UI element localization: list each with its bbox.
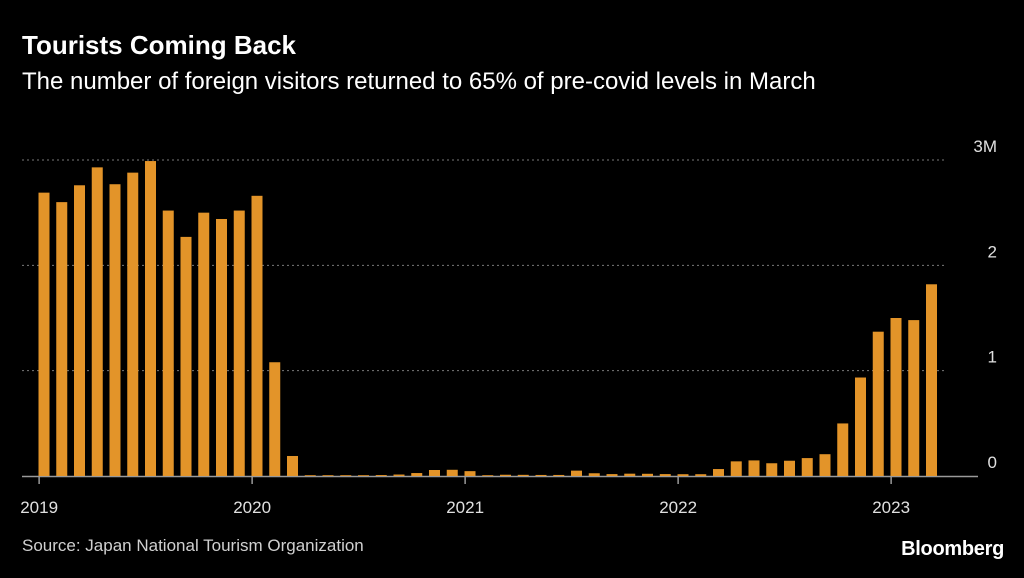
- chart-subtitle: The number of foreign visitors returned …: [22, 68, 816, 95]
- bar: [553, 474, 565, 476]
- bloomberg-logo: Bloomberg: [901, 538, 1004, 560]
- bar: [198, 212, 210, 477]
- y-tick-label: 0: [988, 453, 997, 472]
- bar: [411, 473, 423, 476]
- bar: [216, 218, 227, 477]
- bar: [429, 470, 440, 476]
- bar: [571, 470, 582, 476]
- bar: [659, 474, 671, 476]
- bar: [872, 331, 884, 476]
- y-tick-label: 3M: [973, 137, 997, 156]
- bar: [588, 473, 600, 476]
- bar: [677, 474, 689, 476]
- bar: [837, 423, 849, 476]
- bar: [642, 473, 653, 476]
- bar: [56, 202, 68, 476]
- bar: [855, 377, 866, 476]
- bar: [500, 474, 511, 476]
- bar: [162, 210, 174, 476]
- bar: [606, 474, 618, 476]
- bar: [908, 320, 920, 476]
- bar: [464, 471, 476, 476]
- bar: [269, 362, 281, 476]
- bar: [287, 455, 298, 476]
- x-tick-label: 2019: [20, 498, 58, 517]
- bar: [890, 318, 902, 476]
- bar: [127, 172, 139, 476]
- bar: [304, 475, 316, 476]
- bar: [748, 460, 760, 476]
- bar: [91, 167, 103, 476]
- bar: [38, 192, 50, 476]
- bar: [322, 475, 334, 476]
- bar: [74, 185, 85, 476]
- bar: [784, 460, 795, 476]
- bar: [624, 473, 636, 476]
- bar: [251, 195, 263, 476]
- bar: [926, 284, 937, 476]
- bar: [109, 184, 121, 477]
- bar: [233, 210, 245, 476]
- bar: [819, 454, 831, 476]
- bar: [801, 458, 813, 476]
- bar: [375, 475, 387, 476]
- bar: [695, 474, 707, 476]
- chart-title: Tourists Coming Back: [22, 30, 297, 60]
- x-tick-label: 2021: [446, 498, 484, 517]
- bar: [730, 461, 742, 476]
- source-note: Source: Japan National Tourism Organizat…: [22, 536, 364, 555]
- bar: [393, 474, 405, 476]
- bar: [180, 236, 192, 476]
- bar: [482, 475, 494, 476]
- bar: [358, 475, 369, 476]
- x-tick-label: 2020: [233, 498, 271, 517]
- bar: [713, 469, 724, 476]
- y-tick-label: 1: [988, 348, 997, 367]
- bar: [340, 475, 352, 476]
- x-tick-label: 2023: [872, 498, 910, 517]
- x-tick-label: 2022: [659, 498, 697, 517]
- bar: [766, 463, 778, 476]
- bar: [517, 474, 529, 476]
- y-tick-label: 2: [988, 242, 997, 261]
- bar: [535, 474, 547, 476]
- bar: [145, 161, 156, 477]
- bar: [446, 469, 458, 476]
